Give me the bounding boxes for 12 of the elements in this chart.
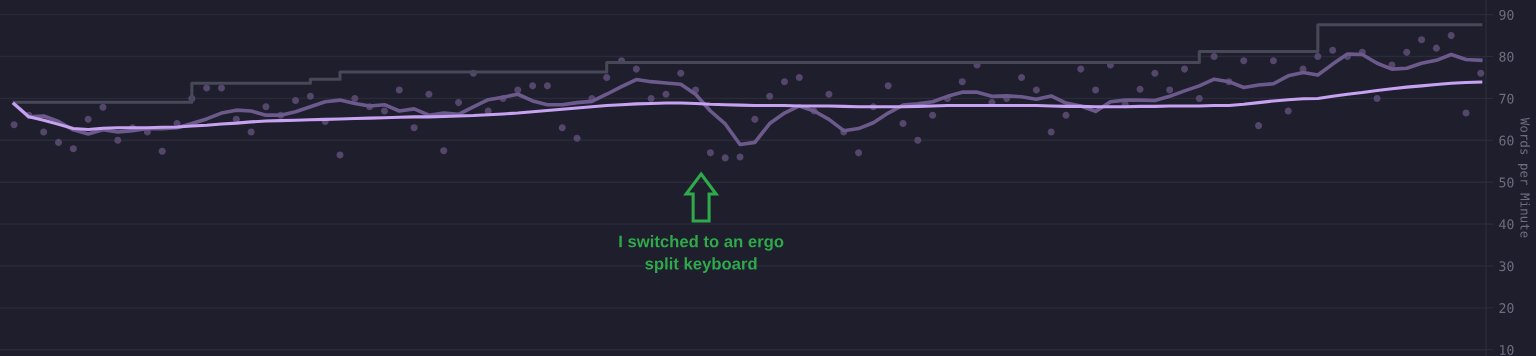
y-tick-label: 80 — [1499, 51, 1514, 62]
y-tick-label: 50 — [1499, 177, 1514, 188]
annotation: I switched to an ergo split keyboard — [619, 235, 784, 273]
line-series — [12, 80, 1483, 131]
y-tick-label: 90 — [1499, 9, 1514, 20]
y-tick-label: 60 — [1499, 135, 1514, 146]
y-tick-label: 20 — [1499, 303, 1514, 314]
y-tick-label: 70 — [1499, 93, 1514, 104]
y-axis-title: Words per Minute — [1517, 117, 1531, 238]
y-tick-label: 10 — [1500, 344, 1514, 355]
y-tick-label: 30 — [1499, 261, 1514, 272]
y-tick-label: 40 — [1499, 219, 1514, 230]
